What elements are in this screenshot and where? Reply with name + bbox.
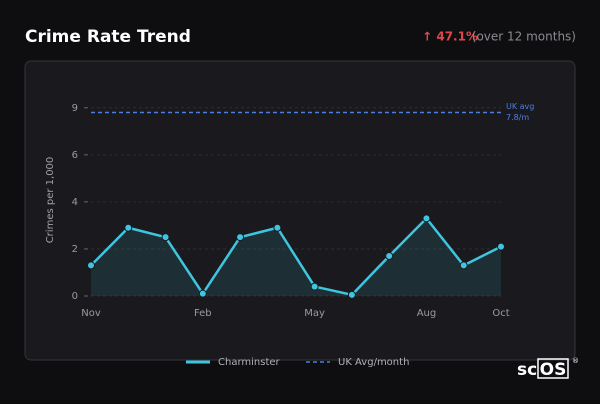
- y-axis-label: Crimes per 1,000: [45, 157, 56, 244]
- point: [497, 242, 505, 251]
- card: [24, 60, 576, 361]
- logo-left: sc: [517, 360, 537, 380]
- change: ↑ 47.1%: [422, 30, 478, 44]
- point: [385, 252, 394, 260]
- area: [91, 218, 501, 296]
- x-tick-label: Nov: [81, 308, 101, 319]
- point: [87, 261, 95, 270]
- x-tick-label: May: [304, 308, 325, 319]
- point: [459, 261, 468, 270]
- point: [124, 223, 133, 232]
- x-tick-label: Oct: [492, 308, 509, 319]
- legend: Charminster UK Avg/month: [186, 357, 409, 368]
- reference-label: 7.8/m: [506, 113, 529, 122]
- reference-label: UK avg: [506, 102, 534, 111]
- change-note: (over 12 months): [472, 30, 576, 44]
- y-tick-label: 2: [72, 244, 78, 255]
- point: [161, 233, 170, 242]
- y-tick-label: 9: [72, 103, 78, 114]
- y-tick-label: 0: [72, 291, 78, 302]
- point: [422, 214, 431, 223]
- logo-boxed: OS: [540, 360, 567, 380]
- logo-box: [537, 358, 569, 379]
- legend-label: Charminster: [218, 357, 281, 368]
- point: [310, 282, 319, 291]
- line: [90, 217, 502, 297]
- x-tick-label: Feb: [194, 308, 212, 319]
- point: [236, 233, 245, 242]
- title: Crime Rate Trend: [25, 27, 191, 47]
- legend-label: UK Avg/month: [338, 357, 409, 368]
- y-tick-label: 6: [72, 150, 78, 161]
- x-tick-label: Aug: [417, 308, 437, 319]
- plot: 0 2 4 6 9 Nov Feb May Aug Oct UK avg 7.8/m: [72, 102, 535, 319]
- point: [273, 223, 282, 232]
- logo-mark: ®: [572, 357, 579, 365]
- point: [198, 289, 207, 298]
- y-tick-label: 4: [72, 197, 78, 208]
- point: [347, 290, 356, 299]
